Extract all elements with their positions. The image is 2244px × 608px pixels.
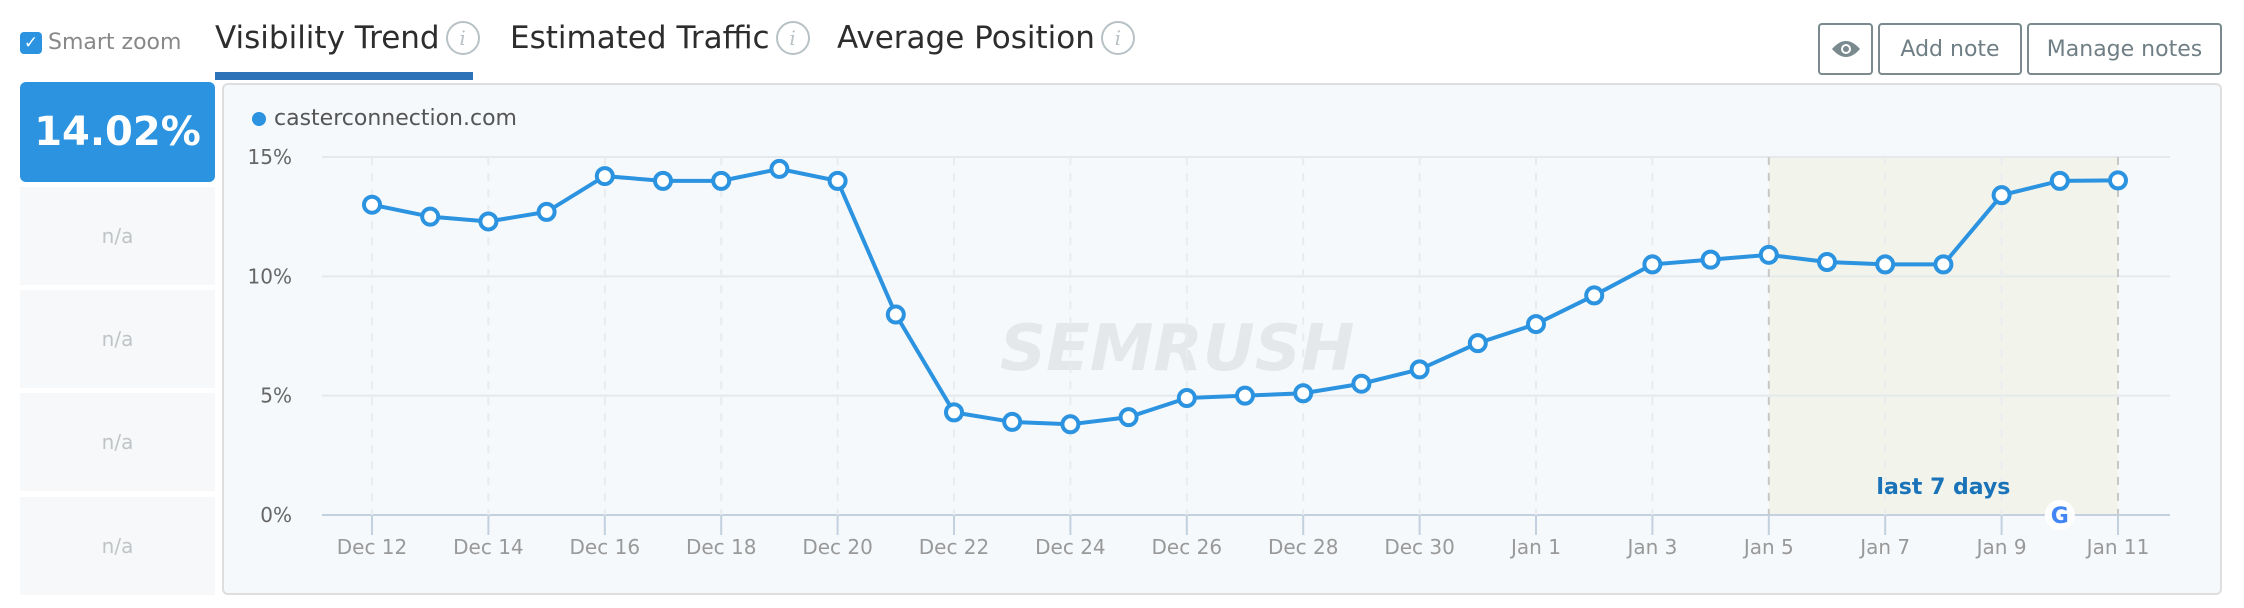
y-tick-label: 15%: [248, 145, 292, 169]
x-tick-label: Jan 7: [1858, 535, 1910, 559]
x-tick-label: Dec 28: [1268, 535, 1339, 559]
data-point[interactable]: [1467, 333, 1488, 354]
google-g-icon: G: [2051, 504, 2069, 529]
x-tick-label: Jan 3: [1625, 535, 1677, 559]
info-icon[interactable]: i: [775, 21, 810, 55]
data-point[interactable]: [1642, 254, 1663, 275]
data-point[interactable]: [827, 170, 848, 191]
semrush-watermark: SEMRUSH: [1000, 312, 1354, 386]
data-point[interactable]: [478, 211, 499, 232]
data-point[interactable]: [2049, 170, 2070, 191]
x-tick-label: Dec 24: [1035, 535, 1106, 559]
smart-zoom-checkbox[interactable]: ✓ Smart zoom: [20, 30, 181, 55]
data-point[interactable]: [1758, 244, 1779, 265]
data-point[interactable]: [1060, 414, 1081, 435]
x-tick-label: Dec 14: [453, 535, 524, 559]
data-point[interactable]: [885, 304, 906, 325]
x-tick-label: Dec 12: [337, 535, 408, 559]
x-tick-label: Dec 22: [919, 535, 990, 559]
x-tick-label: Dec 30: [1384, 535, 1455, 559]
active-tab-indicator: [215, 72, 473, 80]
comparison-value: n/a: [20, 393, 215, 491]
data-point[interactable]: [1409, 359, 1430, 380]
data-point[interactable]: [944, 402, 964, 423]
data-point[interactable]: [1526, 314, 1546, 335]
data-point[interactable]: [1817, 252, 1837, 273]
comparison-value: n/a: [20, 497, 215, 595]
data-point[interactable]: [594, 166, 615, 187]
x-tick-label: Jan 1: [1509, 535, 1561, 559]
data-point[interactable]: [653, 170, 673, 191]
x-tick-label: Dec 18: [686, 535, 757, 559]
x-tick-label: Dec 16: [570, 535, 641, 559]
manage-notes-button[interactable]: Manage notes: [2027, 23, 2222, 75]
visibility-value: 14.02%: [20, 82, 215, 182]
tab-average-position[interactable]: Average Position i: [837, 20, 1135, 56]
eye-icon: [1831, 41, 1860, 57]
tab-label: Visibility Trend: [215, 20, 440, 56]
data-point[interactable]: [1118, 407, 1139, 428]
checkbox-checked-icon[interactable]: ✓: [20, 31, 42, 54]
x-tick-label: Dec 26: [1152, 535, 1223, 559]
last-7-days-region: [1768, 157, 2118, 515]
tab-visibility-trend[interactable]: Visibility Trend i: [215, 20, 480, 56]
last-7-days-label: last 7 days: [1876, 475, 2010, 500]
data-point[interactable]: [1933, 254, 1954, 275]
y-tick-label: 5%: [260, 384, 292, 408]
smart-zoom-label: Smart zoom: [48, 30, 182, 55]
chart-legend[interactable]: casterconnection.com: [252, 106, 517, 131]
x-tick-label: Jan 11: [2085, 535, 2150, 559]
x-tick-label: Dec 20: [802, 535, 873, 559]
info-icon[interactable]: i: [1100, 21, 1135, 55]
data-point[interactable]: [1875, 254, 1896, 275]
comparison-value: n/a: [20, 290, 215, 388]
y-tick-label: 10%: [248, 264, 292, 288]
comparison-value: n/a: [20, 187, 215, 285]
data-point[interactable]: [1351, 373, 1372, 394]
y-tick-label: 0%: [260, 503, 292, 527]
data-point[interactable]: [1293, 383, 1314, 404]
legend-dot-icon: [252, 111, 266, 126]
data-point[interactable]: [420, 206, 441, 227]
add-note-button[interactable]: Add note: [1878, 23, 2022, 75]
info-icon[interactable]: i: [445, 21, 480, 55]
legend-label: casterconnection.com: [274, 106, 517, 131]
tab-label: Estimated Traffic: [510, 20, 770, 56]
x-tick-label: Jan 5: [1742, 535, 1794, 559]
data-point[interactable]: [362, 194, 382, 215]
x-tick-label: Jan 9: [1975, 535, 2027, 559]
data-point[interactable]: [711, 170, 732, 191]
data-point[interactable]: [1991, 185, 2012, 206]
data-point[interactable]: [536, 201, 557, 222]
data-point[interactable]: [1235, 385, 1255, 406]
tab-estimated-traffic[interactable]: Estimated Traffic i: [510, 20, 810, 56]
data-point[interactable]: [769, 158, 790, 179]
data-point[interactable]: [1002, 411, 1023, 432]
toggle-notes-visibility-button[interactable]: [1818, 23, 1873, 75]
tab-label: Average Position: [837, 20, 1095, 56]
data-point[interactable]: [1176, 388, 1197, 409]
data-point[interactable]: [1700, 249, 1721, 270]
data-point[interactable]: [2108, 170, 2128, 191]
data-point[interactable]: [1584, 285, 1605, 306]
google-update-icon: [2044, 500, 2075, 530]
